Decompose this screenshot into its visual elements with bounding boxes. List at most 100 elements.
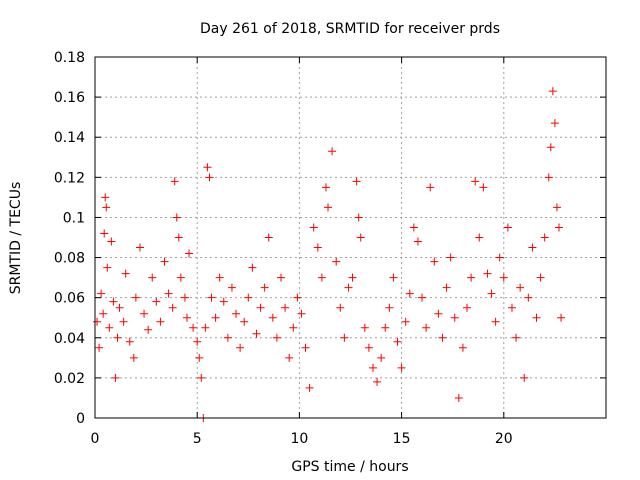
data-point: [164, 289, 173, 298]
x-tick-label: 10: [290, 431, 308, 447]
data-point: [475, 233, 484, 242]
data-point: [111, 373, 120, 382]
data-point: [115, 303, 124, 312]
data-point: [95, 343, 104, 352]
y-tick-label: 0.1: [63, 210, 85, 226]
data-point: [550, 119, 559, 128]
y-tick-label: 0.14: [54, 130, 85, 146]
data-point: [528, 243, 537, 252]
data-point: [430, 257, 439, 266]
y-tick-label: 0.08: [54, 251, 85, 267]
data-point: [354, 213, 363, 222]
data-point: [121, 269, 130, 278]
data-point: [301, 343, 310, 352]
data-point: [268, 313, 277, 322]
data-point: [140, 309, 149, 318]
data-point: [236, 343, 245, 352]
chart-title: Day 261 of 2018, SRMTID for receiver prd…: [200, 21, 500, 37]
data-point: [105, 323, 114, 332]
data-point: [107, 237, 116, 246]
data-point: [219, 297, 228, 306]
data-point: [360, 323, 369, 332]
data-point: [174, 233, 183, 242]
data-point: [244, 293, 253, 302]
data-point: [422, 323, 431, 332]
data-point: [293, 293, 302, 302]
data-point: [413, 237, 422, 246]
data-point: [499, 273, 508, 282]
data-point: [197, 373, 206, 382]
data-point: [328, 147, 337, 156]
data-point: [203, 163, 212, 172]
data-point: [272, 333, 281, 342]
data-point: [170, 177, 179, 186]
data-point: [135, 243, 144, 252]
data-point: [321, 183, 330, 192]
data-point: [503, 223, 512, 232]
data-point: [352, 177, 361, 186]
data-point: [223, 333, 232, 342]
x-tick-label: 5: [193, 431, 202, 447]
data-point: [201, 323, 210, 332]
y-tick-label: 0.18: [54, 50, 85, 66]
grid-lines: [95, 57, 606, 418]
data-point: [125, 337, 134, 346]
data-point: [152, 297, 161, 306]
data-point: [93, 317, 102, 326]
data-point: [544, 173, 553, 182]
data-point: [405, 289, 414, 298]
y-tick-label: 0.06: [54, 291, 85, 307]
x-tick-label: 20: [495, 431, 513, 447]
data-point: [264, 233, 273, 242]
data-point: [185, 249, 194, 258]
data-point: [332, 257, 341, 266]
data-point: [458, 343, 467, 352]
data-point: [409, 223, 418, 232]
data-point: [532, 313, 541, 322]
data-point: [248, 263, 257, 272]
x-tick-label: 15: [393, 431, 411, 447]
data-point: [520, 373, 529, 382]
data-point: [467, 273, 476, 282]
data-point: [180, 293, 189, 302]
data-point: [479, 183, 488, 192]
data-point: [148, 273, 157, 282]
data-point: [483, 269, 492, 278]
data-point: [426, 183, 435, 192]
data-point: [309, 223, 318, 232]
data-point: [516, 283, 525, 292]
data-point: [168, 303, 177, 312]
data-point: [442, 283, 451, 292]
data-point: [554, 223, 563, 232]
data-point: [401, 317, 410, 326]
data-point: [340, 333, 349, 342]
data-point: [100, 229, 109, 238]
data-point: [336, 303, 345, 312]
data-point: [205, 173, 214, 182]
data-point: [113, 333, 122, 342]
data-points: [93, 87, 566, 422]
data-point: [552, 203, 561, 212]
data-point: [536, 273, 545, 282]
data-point: [101, 193, 110, 202]
data-point: [289, 323, 298, 332]
data-point: [438, 333, 447, 342]
data-point: [324, 203, 333, 212]
data-point: [507, 303, 516, 312]
data-point: [313, 243, 322, 252]
data-point: [471, 177, 480, 186]
data-point: [512, 333, 521, 342]
data-point: [160, 257, 169, 266]
data-point: [281, 303, 290, 312]
data-point: [377, 353, 386, 362]
data-point: [109, 297, 118, 306]
data-point: [256, 303, 265, 312]
data-point: [193, 337, 202, 346]
data-point: [252, 329, 261, 338]
data-point: [540, 233, 549, 242]
data-point: [189, 323, 198, 332]
data-point: [546, 143, 555, 152]
data-point: [277, 273, 286, 282]
data-point: [450, 313, 459, 322]
